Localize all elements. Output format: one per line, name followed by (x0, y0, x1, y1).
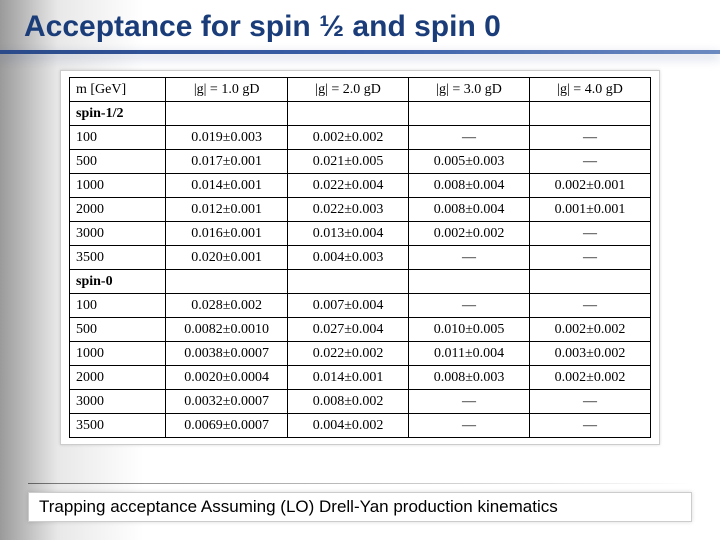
value-cell: 0.002±0.002 (530, 318, 651, 342)
value-cell: 0.0032±0.0007 (166, 390, 288, 414)
table-row: 10000.014±0.0010.022±0.0040.008±0.0040.0… (70, 174, 651, 198)
mass-cell: 100 (70, 126, 166, 150)
mass-cell: 3500 (70, 414, 166, 438)
mass-cell: 100 (70, 294, 166, 318)
value-cell: 0.027±0.004 (288, 318, 409, 342)
table-row: 5000.0082±0.00100.027±0.0040.010±0.0050.… (70, 318, 651, 342)
table-row: 1000.028±0.0020.007±0.004—— (70, 294, 651, 318)
empty-cell (166, 102, 288, 126)
slide-caption: Trapping acceptance Assuming (LO) Drell-… (28, 492, 692, 522)
value-cell: 0.0082±0.0010 (166, 318, 288, 342)
value-cell: — (530, 222, 651, 246)
value-cell: 0.001±0.001 (530, 198, 651, 222)
table-section-row: spin-1/2 (70, 102, 651, 126)
mass-cell: 2000 (70, 198, 166, 222)
header-mass: m [GeV] (70, 78, 166, 102)
value-cell: 0.014±0.001 (288, 366, 409, 390)
value-cell: 0.022±0.002 (288, 342, 409, 366)
value-cell: 0.002±0.002 (530, 366, 651, 390)
value-cell: 0.021±0.005 (288, 150, 409, 174)
value-cell: 0.010±0.005 (409, 318, 530, 342)
mass-cell: 2000 (70, 366, 166, 390)
value-cell: 0.013±0.004 (288, 222, 409, 246)
mass-cell: 3500 (70, 246, 166, 270)
mass-cell: 1000 (70, 342, 166, 366)
empty-cell (530, 102, 651, 126)
empty-cell (409, 102, 530, 126)
mass-cell: 3000 (70, 390, 166, 414)
section-label: spin-1/2 (70, 102, 166, 126)
acceptance-table-container: m [GeV] |g| = 1.0 gD |g| = 2.0 gD |g| = … (60, 70, 660, 445)
empty-cell (166, 270, 288, 294)
table-row: 20000.0020±0.00040.014±0.0010.008±0.0030… (70, 366, 651, 390)
table-row: 35000.0069±0.00070.004±0.002—— (70, 414, 651, 438)
value-cell: — (409, 246, 530, 270)
empty-cell (409, 270, 530, 294)
empty-cell (530, 270, 651, 294)
value-cell: 0.002±0.002 (288, 126, 409, 150)
value-cell: — (530, 126, 651, 150)
value-cell: 0.008±0.004 (409, 174, 530, 198)
section-label: spin-0 (70, 270, 166, 294)
mass-cell: 500 (70, 150, 166, 174)
value-cell: 0.022±0.004 (288, 174, 409, 198)
value-cell: 0.005±0.003 (409, 150, 530, 174)
table-row: 35000.020±0.0010.004±0.003—— (70, 246, 651, 270)
table-header-row: m [GeV] |g| = 1.0 gD |g| = 2.0 gD |g| = … (70, 78, 651, 102)
value-cell: 0.004±0.003 (288, 246, 409, 270)
value-cell: — (409, 294, 530, 318)
header-col-2: |g| = 2.0 gD (288, 78, 409, 102)
empty-cell (288, 102, 409, 126)
value-cell: — (409, 126, 530, 150)
mass-cell: 3000 (70, 222, 166, 246)
value-cell: 0.028±0.002 (166, 294, 288, 318)
value-cell: 0.008±0.003 (409, 366, 530, 390)
table-row: 20000.012±0.0010.022±0.0030.008±0.0040.0… (70, 198, 651, 222)
value-cell: — (530, 294, 651, 318)
table-section-row: spin-0 (70, 270, 651, 294)
value-cell: — (409, 414, 530, 438)
title-underline (0, 50, 720, 54)
value-cell: 0.007±0.004 (288, 294, 409, 318)
value-cell: — (530, 150, 651, 174)
table-row: 10000.0038±0.00070.022±0.0020.011±0.0040… (70, 342, 651, 366)
header-col-4: |g| = 4.0 gD (530, 78, 651, 102)
mass-cell: 500 (70, 318, 166, 342)
value-cell: 0.004±0.002 (288, 414, 409, 438)
value-cell: 0.014±0.001 (166, 174, 288, 198)
table-row: 5000.017±0.0010.021±0.0050.005±0.003— (70, 150, 651, 174)
value-cell: 0.003±0.002 (530, 342, 651, 366)
value-cell: 0.008±0.004 (409, 198, 530, 222)
empty-cell (288, 270, 409, 294)
table-row: 30000.016±0.0010.013±0.0040.002±0.002— (70, 222, 651, 246)
value-cell: — (530, 246, 651, 270)
value-cell: 0.019±0.003 (166, 126, 288, 150)
header-col-3: |g| = 3.0 gD (409, 78, 530, 102)
value-cell: 0.0038±0.0007 (166, 342, 288, 366)
value-cell: 0.002±0.002 (409, 222, 530, 246)
value-cell: 0.020±0.001 (166, 246, 288, 270)
value-cell: 0.0020±0.0004 (166, 366, 288, 390)
value-cell: 0.002±0.001 (530, 174, 651, 198)
value-cell: — (530, 390, 651, 414)
footer-divider (28, 483, 692, 484)
value-cell: 0.017±0.001 (166, 150, 288, 174)
value-cell: 0.008±0.002 (288, 390, 409, 414)
acceptance-table: m [GeV] |g| = 1.0 gD |g| = 2.0 gD |g| = … (69, 77, 651, 438)
header-col-1: |g| = 1.0 gD (166, 78, 288, 102)
value-cell: 0.0069±0.0007 (166, 414, 288, 438)
mass-cell: 1000 (70, 174, 166, 198)
table-row: 1000.019±0.0030.002±0.002—— (70, 126, 651, 150)
value-cell: 0.016±0.001 (166, 222, 288, 246)
value-cell: — (530, 414, 651, 438)
value-cell: 0.022±0.003 (288, 198, 409, 222)
table-row: 30000.0032±0.00070.008±0.002—— (70, 390, 651, 414)
value-cell: 0.012±0.001 (166, 198, 288, 222)
value-cell: — (409, 390, 530, 414)
value-cell: 0.011±0.004 (409, 342, 530, 366)
slide-title: Acceptance for spin ½ and spin 0 (0, 0, 720, 48)
